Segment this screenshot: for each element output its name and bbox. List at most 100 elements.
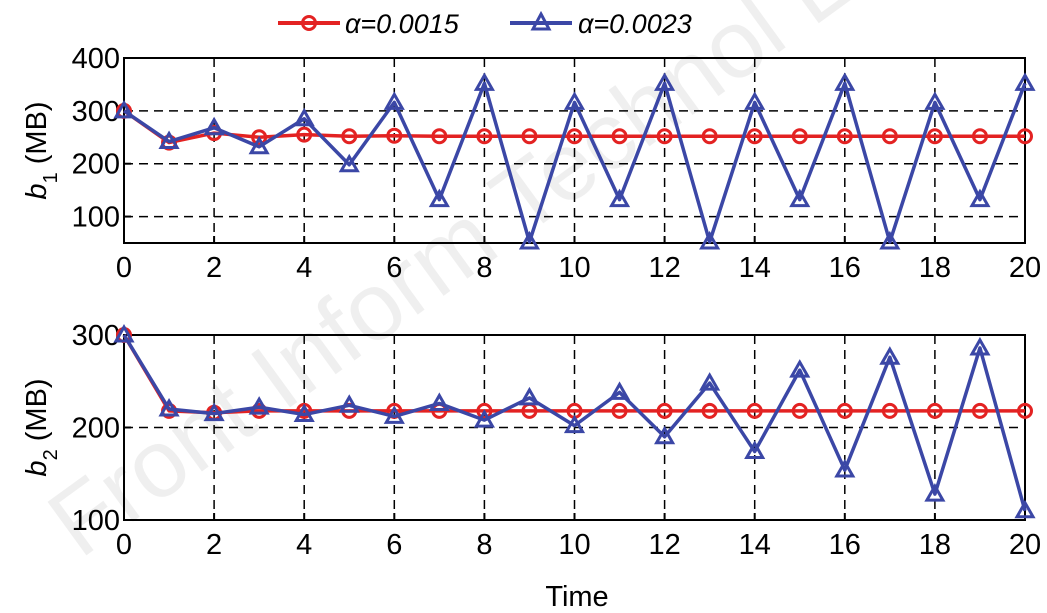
legend-circle-marker bbox=[301, 15, 317, 31]
data-point-circle bbox=[926, 128, 943, 145]
data-point-circle bbox=[701, 402, 718, 419]
legend-label-series-2: α=0.0023 bbox=[578, 9, 692, 39]
data-point-triangle bbox=[473, 72, 495, 91]
data-point-circle bbox=[386, 127, 403, 144]
x-tick-label: 20 bbox=[1009, 529, 1041, 561]
x-tick-label: 10 bbox=[558, 252, 590, 284]
x-tick-label: 2 bbox=[206, 529, 222, 561]
y-tick-label: 300 bbox=[72, 96, 120, 128]
y-tick-label: 400 bbox=[72, 43, 120, 75]
data-point-circle bbox=[881, 128, 898, 145]
data-point-triangle bbox=[654, 72, 676, 91]
data-point-triangle bbox=[248, 135, 270, 155]
data-point-triangle bbox=[203, 116, 225, 136]
legend: α=0.0015 α=0.0023 bbox=[278, 9, 692, 39]
data-point-triangle bbox=[699, 230, 721, 250]
data-point-circle bbox=[746, 128, 763, 145]
data-point-circle bbox=[251, 129, 268, 146]
data-point-circle bbox=[656, 402, 673, 419]
data-point-triangle bbox=[428, 392, 450, 411]
data-point-triangle bbox=[473, 409, 495, 428]
x-tick-label: 6 bbox=[386, 529, 402, 561]
data-point-triangle bbox=[113, 99, 135, 119]
data-point-circle bbox=[971, 128, 988, 145]
data-point-circle bbox=[971, 402, 988, 419]
x-tick-label: 12 bbox=[648, 529, 680, 561]
y-axis-label: b1 (MB) bbox=[21, 101, 62, 199]
x-tick-label: 10 bbox=[558, 529, 590, 561]
legend-entry-series-1: α=0.0015 bbox=[278, 9, 460, 39]
chart-panel-b2: 0 2 4 6 8 10 12 14 16 18 20 100 200 300 b2 (MB) bbox=[21, 320, 1041, 561]
data-point-circle bbox=[656, 128, 673, 145]
data-point-triangle bbox=[293, 107, 315, 127]
x-tick-label: 0 bbox=[116, 252, 132, 284]
data-point-triangle bbox=[608, 188, 631, 208]
data-point-triangle bbox=[654, 425, 676, 445]
data-point-triangle bbox=[428, 188, 450, 208]
x-tick-label: 4 bbox=[296, 529, 312, 561]
y-axis-label: b2 (MB) bbox=[21, 378, 62, 476]
data-point-circle bbox=[476, 128, 493, 145]
data-point-triangle bbox=[834, 459, 856, 478]
data-point-triangle bbox=[518, 230, 541, 250]
data-point-circle bbox=[566, 128, 583, 145]
y-tick-label: 200 bbox=[72, 149, 120, 181]
data-point-circle bbox=[791, 402, 808, 419]
x-tick-label: 12 bbox=[648, 252, 680, 284]
data-point-circle bbox=[1017, 128, 1033, 145]
watermark-text: Front Inform Technol El bbox=[29, 0, 893, 577]
data-point-triangle bbox=[879, 346, 901, 365]
data-point-triangle bbox=[699, 372, 721, 391]
x-tick-label: 16 bbox=[829, 252, 861, 284]
chart-panel-b1: 0 2 4 6 8 10 12 14 16 18 20 100 200 300 400 b1 (MB) bbox=[21, 43, 1041, 284]
data-point-circle bbox=[701, 128, 718, 145]
data-point-circle bbox=[296, 126, 313, 143]
data-point-circle bbox=[611, 402, 628, 419]
data-point-triangle bbox=[158, 397, 180, 417]
data-point-triangle bbox=[1014, 72, 1036, 91]
data-point-triangle bbox=[608, 381, 631, 400]
data-point-circle bbox=[836, 402, 853, 419]
data-point-circle bbox=[476, 402, 493, 419]
y-tick-label: 100 bbox=[72, 505, 120, 537]
data-point-triangle bbox=[383, 405, 405, 424]
data-point-circle bbox=[611, 128, 628, 145]
y-tick-label: 300 bbox=[72, 320, 120, 352]
x-tick-label: 6 bbox=[386, 252, 402, 284]
data-point-triangle bbox=[113, 323, 135, 343]
legend-label-series-1: α=0.0015 bbox=[345, 9, 460, 39]
data-point-triangle bbox=[924, 483, 946, 502]
data-point-circle bbox=[836, 128, 853, 145]
data-point-triangle bbox=[338, 153, 360, 173]
data-point-circle bbox=[521, 128, 538, 145]
data-point-triangle bbox=[158, 130, 180, 150]
data-point-triangle bbox=[338, 394, 360, 413]
data-point-triangle bbox=[293, 403, 315, 423]
data-point-triangle bbox=[383, 91, 405, 110]
data-point-triangle bbox=[969, 336, 991, 356]
data-point-triangle bbox=[744, 91, 766, 110]
legend-triangle-marker bbox=[530, 10, 552, 31]
data-point-triangle bbox=[879, 230, 901, 250]
data-point-triangle bbox=[834, 72, 856, 91]
x-axis-label: Time bbox=[545, 581, 608, 613]
data-point-triangle bbox=[1014, 499, 1036, 519]
x-tick-label: 14 bbox=[739, 252, 771, 284]
data-point-triangle bbox=[924, 91, 946, 110]
data-point-triangle bbox=[518, 386, 541, 406]
data-point-triangle bbox=[203, 402, 225, 422]
x-tick-label: 20 bbox=[1009, 252, 1041, 284]
data-point-circle bbox=[926, 402, 943, 419]
data-point-triangle bbox=[248, 396, 270, 415]
x-tick-label: 8 bbox=[476, 529, 492, 561]
x-tick-label: 0 bbox=[116, 529, 132, 561]
x-tick-label: 2 bbox=[206, 252, 222, 284]
x-tick-label: 16 bbox=[829, 529, 861, 561]
data-point-triangle bbox=[563, 414, 586, 434]
data-point-triangle bbox=[969, 188, 991, 208]
y-tick-label: 200 bbox=[72, 413, 120, 445]
data-point-circle bbox=[746, 402, 763, 419]
data-point-circle bbox=[1017, 402, 1033, 419]
data-point-circle bbox=[431, 128, 448, 145]
